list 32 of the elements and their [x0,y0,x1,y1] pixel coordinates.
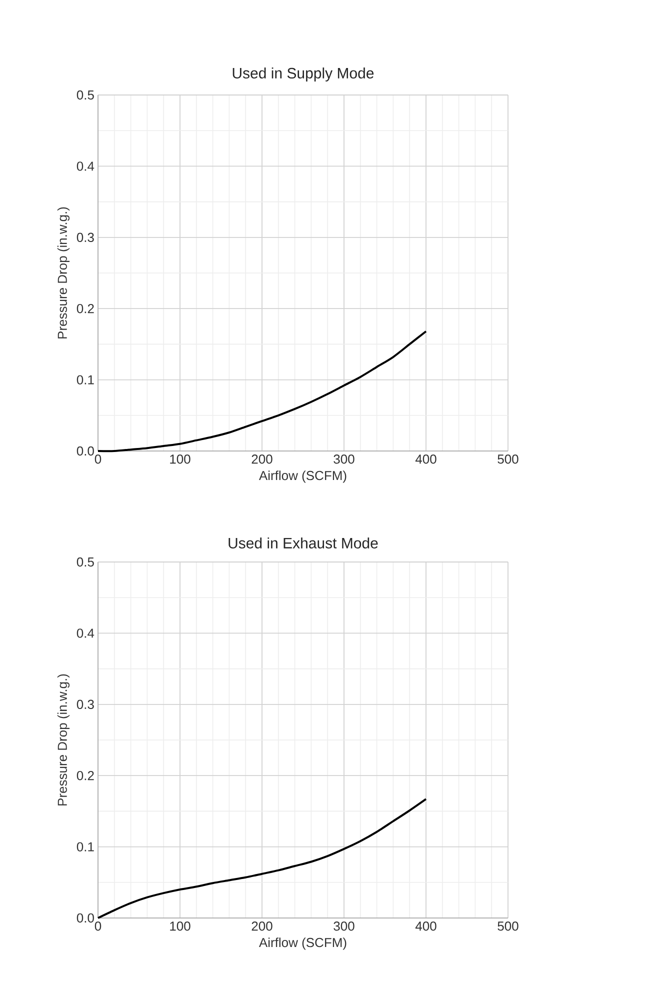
x-tick-label: 500 [498,922,518,931]
x-tick-label: 100 [170,454,190,464]
x-axis-title: Airflow (SCFM) [258,470,346,483]
y-tick-label: 0.5 [76,557,94,567]
y-tick-label: 0.0 [76,913,94,923]
y-tick-label: 0.5 [76,90,94,100]
x-tick-label: 0 [94,454,102,464]
x-tick-label: 400 [415,454,436,464]
x-tick-label: 500 [498,454,518,464]
chart-title: Used in Exhaust Mode [228,537,378,548]
line-series [96,330,427,452]
y-tick-label: 0.4 [76,628,94,638]
y-tick-label: 0.0 [76,446,94,456]
y-tick-label: 0.3 [76,232,94,242]
x-tick-label: 0 [94,922,102,931]
y-tick-label: 0.2 [76,770,94,780]
y-tick-label: 0.1 [76,375,94,384]
y-axis-title: Pressure Drop (in.w.g.) [57,674,70,806]
y-axis-title: Pressure Drop (in.w.g.) [57,207,70,338]
x-axis-title: Airflow (SCFM) [258,938,346,950]
chart-title: Used in Supply Mode [232,67,374,82]
y-tick-label: 0.1 [76,842,94,852]
line-series [96,798,427,919]
y-tick-label: 0.2 [76,304,94,314]
y-tick-label: 0.3 [76,700,94,709]
x-tick-label: 300 [334,454,354,464]
x-tick-label: 200 [252,922,272,931]
x-tick-label: 100 [170,922,190,931]
y-tick-label: 0.4 [76,162,94,171]
x-tick-label: 400 [415,922,436,931]
x-tick-label: 300 [334,922,354,931]
x-tick-label: 200 [252,454,272,464]
